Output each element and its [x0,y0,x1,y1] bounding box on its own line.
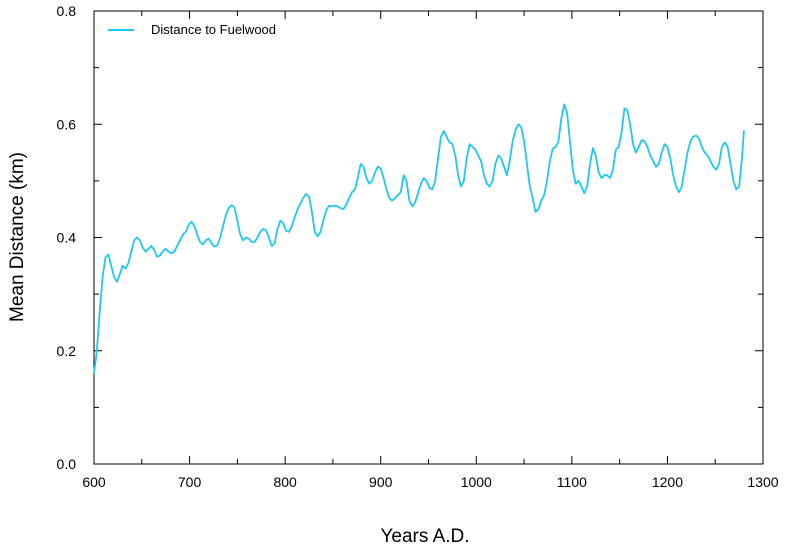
x-tick-label: 600 [82,474,106,490]
legend: Distance to Fuelwood [108,22,276,37]
y-tick-label: 0.8 [57,3,77,19]
y-tick-label: 0.0 [57,456,77,472]
plot-frame [93,10,764,465]
x-tick-label: 1000 [461,474,492,490]
y-axis-title: Mean Distance (km) [7,152,28,322]
x-tick-label: 1100 [557,474,587,490]
x-axis-title: Years A.D. [380,526,469,547]
x-tick-label: 700 [178,474,202,490]
series-line-distance-to-fuelwood [93,103,745,375]
series-layer [93,103,745,375]
y-tick-label: 0.4 [57,230,77,246]
legend-label: Distance to Fuelwood [151,22,276,37]
tick-labels: 600 700 800 900 1000 1100 1200 1300 0.0 0.2 0.4 0.6… [57,3,779,490]
x-tick-label: 800 [273,474,297,490]
y-tick-label: 0.2 [57,343,77,359]
x-tick-label: 1200 [652,474,683,490]
x-tick-label: 900 [369,474,393,490]
y-tick-label: 0.6 [57,116,77,132]
axis-ticks [93,10,764,465]
x-tick-label: 1300 [747,474,778,490]
